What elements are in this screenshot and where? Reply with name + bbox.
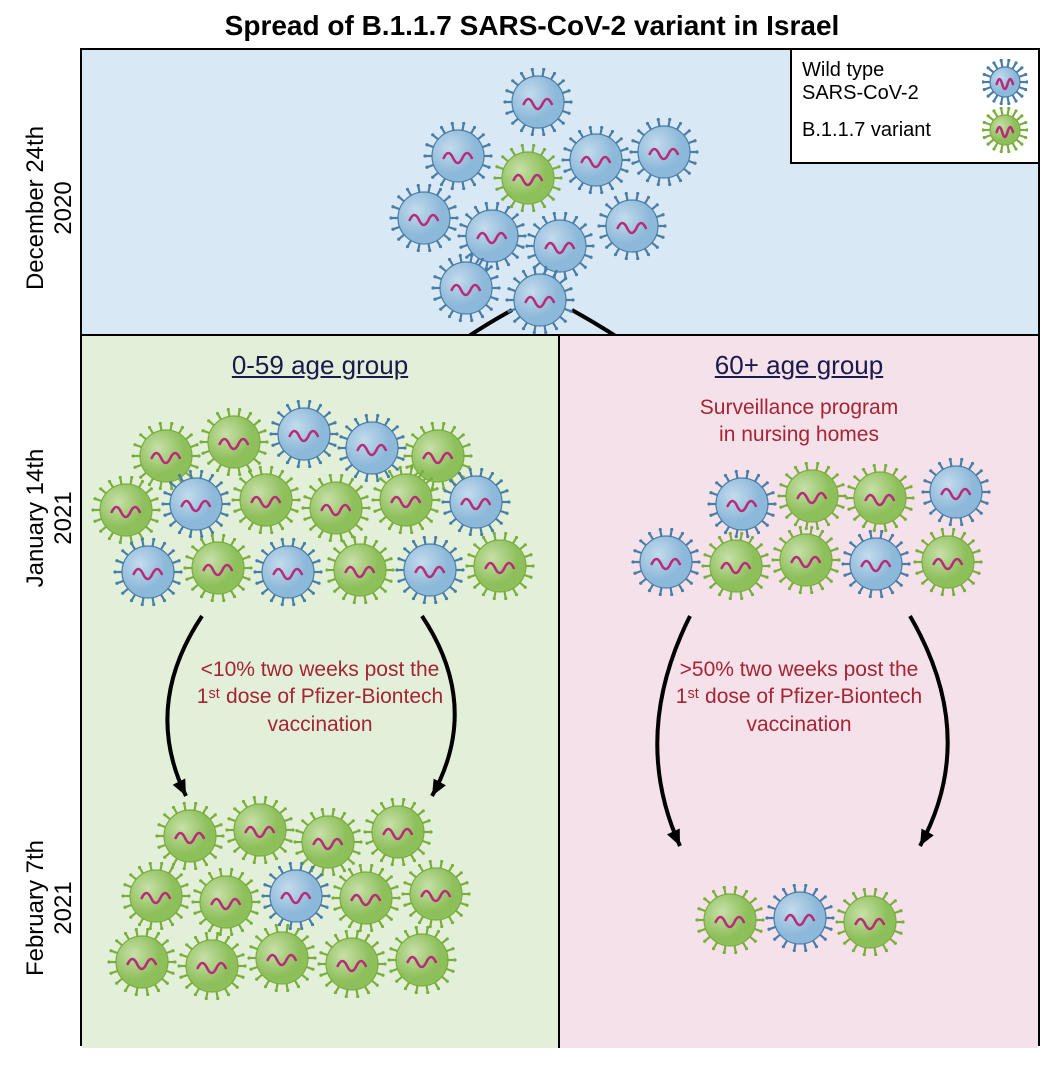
- date-dec-l1: December 24th: [22, 126, 49, 290]
- date-label-dec: December 24th 2020: [22, 108, 78, 308]
- right-note-l3: vaccination: [746, 713, 851, 736]
- date-jan-l2: 2021: [50, 491, 77, 544]
- left-note-l1: <10% two weeks post the: [201, 658, 440, 681]
- date-feb-l1: February 7th: [22, 840, 49, 976]
- left-note: <10% two weeks post the 1ˢᵗ dose of Pfiz…: [82, 656, 558, 738]
- date-label-feb: February 7th 2021: [22, 808, 78, 1008]
- left-note-l2: 1ˢᵗ dose of Pfizer-Biontech: [197, 685, 443, 708]
- diagram-grid: Wild type SARS-CoV-2 B.1.1.7 variant 0-5…: [80, 48, 1040, 1046]
- panel-december: Wild type SARS-CoV-2 B.1.1.7 variant: [82, 50, 1038, 336]
- date-feb-l2: 2021: [50, 881, 77, 934]
- top-cluster-svg: [82, 50, 1042, 336]
- date-label-jan: January 14th 2021: [22, 418, 78, 618]
- panel-60plus: 60+ age group Surveillance program in nu…: [560, 336, 1038, 1048]
- left-note-l3: vaccination: [267, 713, 372, 736]
- right-note-l1: >50% two weeks post the: [680, 658, 919, 681]
- right-note: >50% two weeks post the 1ˢᵗ dose of Pfiz…: [560, 656, 1038, 738]
- right-note-l2: 1ˢᵗ dose of Pfizer-Biontech: [676, 685, 922, 708]
- date-jan-l1: January 14th: [22, 449, 49, 588]
- panel-0-59: 0-59 age group <10% two weeks post the 1…: [82, 336, 560, 1048]
- main-title: Spread of B.1.1.7 SARS-CoV-2 variant in …: [0, 0, 1064, 48]
- date-dec-l2: 2020: [50, 181, 77, 234]
